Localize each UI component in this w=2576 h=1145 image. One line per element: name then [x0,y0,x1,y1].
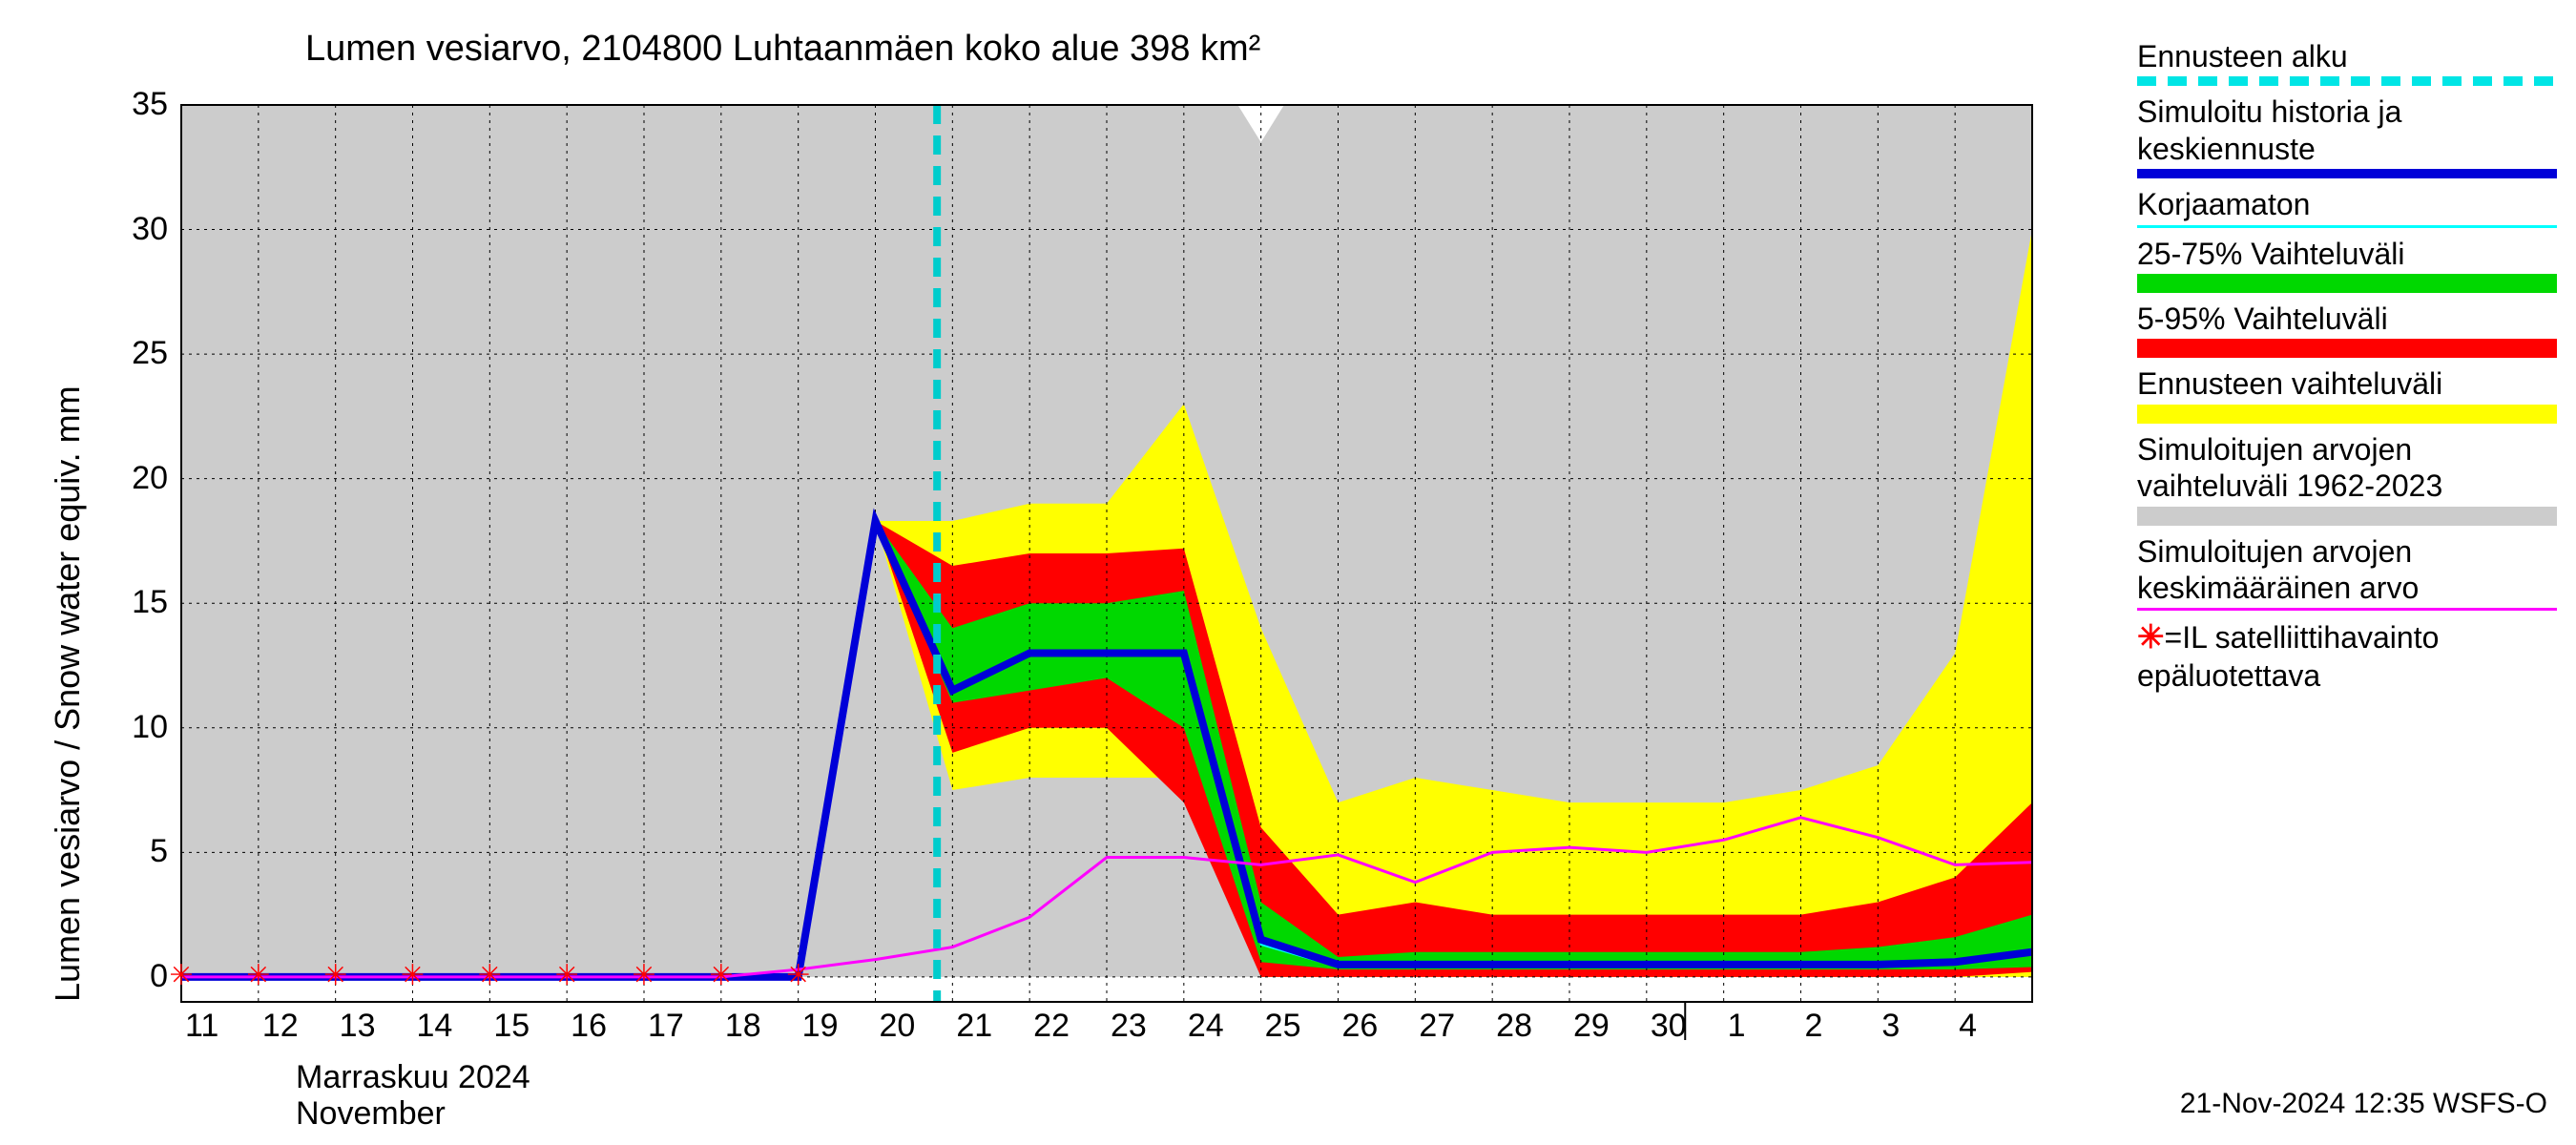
satellite-marker: ✳ [478,960,502,991]
ytick-label: 5 [150,833,168,870]
xtick-label: 4 [1959,1008,1977,1045]
legend-label: 25-75% Vaihteluväli [2137,236,2557,272]
ytick-label: 35 [132,86,168,123]
satellite-marker: ✳ [786,960,810,991]
satellite-marker: ✳ [709,960,733,991]
legend-swatch [2137,608,2557,611]
footer-timestamp: 21-Nov-2024 12:35 WSFS-O [2180,1088,2547,1120]
legend-label: Korjaamaton [2137,186,2557,222]
satellite-marker: ✳ [555,960,579,991]
xtick-label: 18 [725,1008,761,1045]
legend-item: Simuloitujen arvojen vaihteluväli 1962-2… [2137,431,2557,526]
satellite-marker: ✳ [401,960,425,991]
xtick-label: 24 [1188,1008,1224,1045]
xtick-label: 30 [1651,1008,1687,1045]
legend-label: Simuloitujen arvojen vaihteluväli 1962-2… [2137,431,2557,505]
legend-item: Ennusteen vaihteluväli [2137,365,2557,423]
xtick-label: 23 [1111,1008,1147,1045]
xtick-label: 17 [648,1008,684,1045]
legend-swatch [2137,76,2557,86]
legend-label: ✳=IL satelliittihavainto epäluotettava [2137,618,2557,694]
xtick-label: 20 [880,1008,916,1045]
ytick-label: 20 [132,460,168,497]
xtick-label: 11 [185,1008,218,1045]
legend-swatch [2137,169,2557,178]
xtick-label: 19 [802,1008,839,1045]
legend-item: Korjaamaton [2137,186,2557,227]
legend-item: Ennusteen alku [2137,38,2557,86]
star-icon: ✳ [2137,619,2165,656]
legend-swatch [2137,339,2557,358]
chart-container: Lumen vesiarvo / Snow water equiv. mm Lu… [0,0,2576,1145]
xaxis-month-en: November [296,1095,446,1133]
ytick-label: 0 [150,958,168,995]
legend-item: 5-95% Vaihteluväli [2137,301,2557,358]
xtick-label: 1 [1728,1008,1746,1045]
legend-item: ✳=IL satelliittihavainto epäluotettava [2137,618,2557,694]
satellite-marker: ✳ [169,960,193,991]
legend-label: Ennusteen vaihteluväli [2137,365,2557,402]
xtick-label: 14 [417,1008,453,1045]
xtick-label: 12 [262,1008,299,1045]
xaxis-month-fi: Marraskuu 2024 [296,1059,530,1096]
legend-label: Simuloitu historia ja keskiennuste [2137,94,2557,167]
legend-label: Simuloitujen arvojen keskimääräinen arvo [2137,533,2557,607]
ytick-label: 10 [132,709,168,746]
xtick-label: 15 [493,1008,530,1045]
legend-label: 5-95% Vaihteluväli [2137,301,2557,337]
legend-swatch [2137,507,2557,526]
xtick-label: 27 [1419,1008,1455,1045]
xtick-label: 3 [1881,1008,1900,1045]
satellite-marker: ✳ [246,960,270,991]
xtick-label: 2 [1805,1008,1823,1045]
legend-swatch [2137,274,2557,293]
xtick-label: 21 [956,1008,992,1045]
legend-item: 25-75% Vaihteluväli [2137,236,2557,293]
xtick-label: 22 [1033,1008,1070,1045]
legend-swatch [2137,225,2557,228]
legend-item: Simuloitujen arvojen keskimääräinen arvo [2137,533,2557,612]
xtick-label: 16 [571,1008,607,1045]
ytick-label: 25 [132,335,168,372]
xtick-label: 29 [1573,1008,1610,1045]
legend-item: Simuloitu historia ja keskiennuste [2137,94,2557,178]
ytick-label: 30 [132,211,168,248]
xtick-label: 26 [1342,1008,1379,1045]
legend: Ennusteen alku Simuloitu historia ja kesk… [2137,38,2557,701]
satellite-marker: ✳ [632,960,655,991]
satellite-marker: ✳ [323,960,347,991]
xtick-label: 13 [340,1008,376,1045]
legend-swatch [2137,405,2557,424]
ytick-label: 15 [132,584,168,621]
xtick-label: 25 [1265,1008,1301,1045]
legend-label: Ennusteen alku [2137,38,2557,74]
xtick-label: 28 [1496,1008,1532,1045]
